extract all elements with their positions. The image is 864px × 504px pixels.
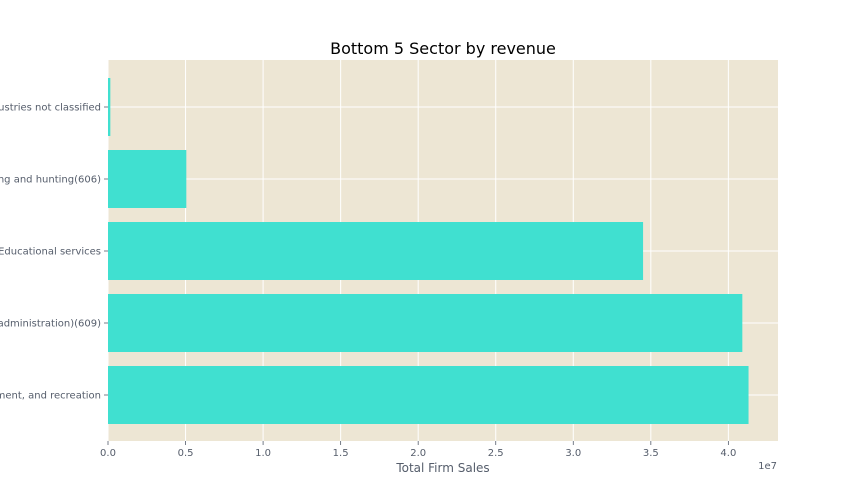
bar: [108, 150, 187, 208]
x-tick-label: 2.0: [410, 448, 426, 459]
x-tick-label: 4.0: [720, 448, 736, 459]
bars: [108, 78, 749, 424]
x-axis-offset-label: 1e7: [758, 461, 777, 472]
x-tick-label: 1.0: [255, 448, 271, 459]
bar: [108, 78, 111, 136]
x-tick-label: 0.5: [178, 448, 194, 459]
bar: [108, 294, 743, 352]
y-tick-label: administration)(609): [0, 319, 101, 330]
bar: [108, 222, 644, 280]
y-tick-label: ustries not classified: [0, 103, 101, 114]
x-tick-labels: 0.0 0.5 1.0 1.5 2.0 2.5 3.0 3.5 4.0: [100, 441, 736, 459]
chart-title: Bottom 5 Sector by revenue: [330, 39, 556, 58]
x-tick-label: 2.5: [488, 448, 504, 459]
y-tick-labels: ustries not classified ng and hunting(606…: [0, 103, 108, 402]
x-tick-label: 1.5: [333, 448, 349, 459]
y-tick-label: ng and hunting(606): [0, 175, 101, 186]
x-tick-label: 0.0: [100, 448, 116, 459]
x-axis-label: Total Firm Sales: [395, 461, 489, 475]
bar: [108, 366, 749, 424]
y-tick-label: Educational services: [0, 247, 101, 258]
y-tick-label: ment, and recreation: [0, 391, 101, 402]
x-tick-label: 3.5: [643, 448, 659, 459]
x-tick-label: 3.0: [565, 448, 581, 459]
